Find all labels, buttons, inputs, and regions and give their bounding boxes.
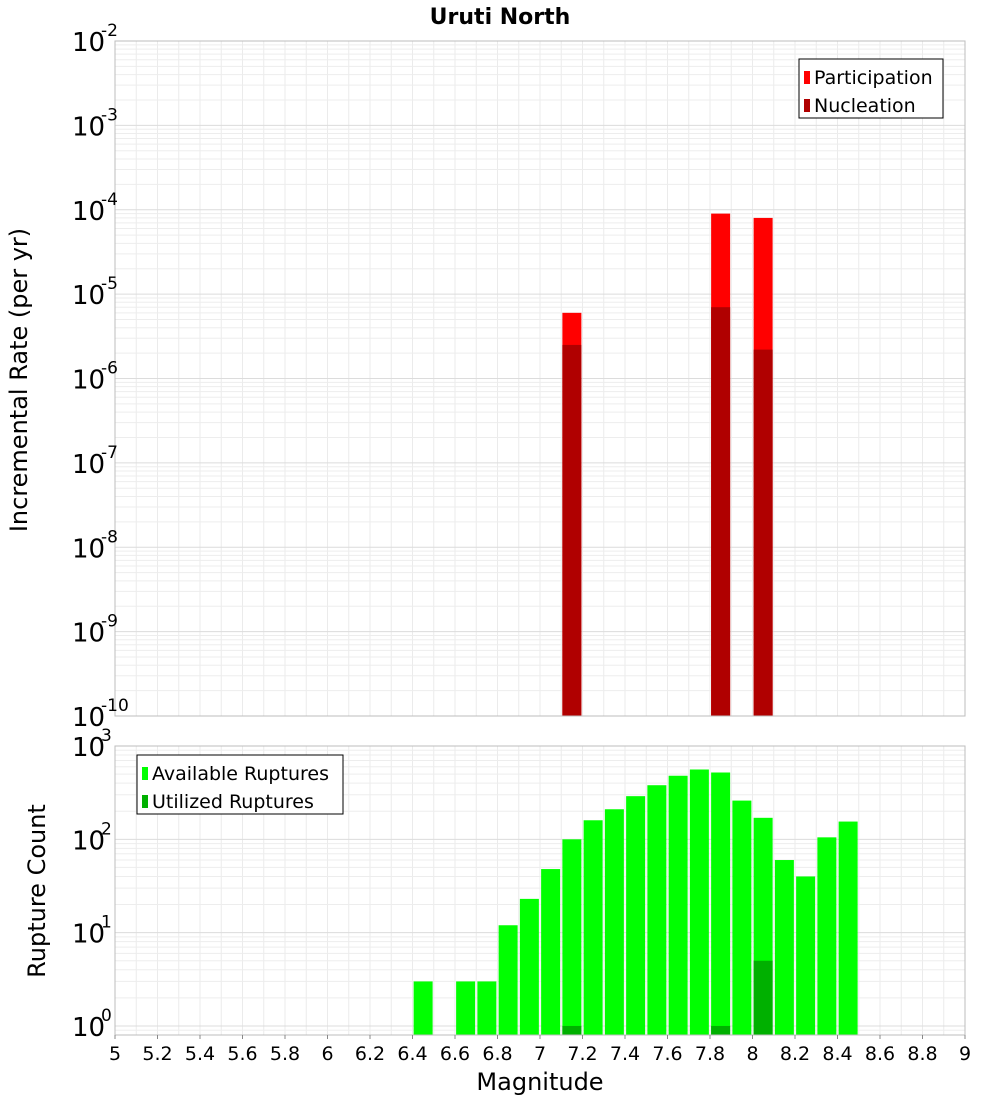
top-ytick-base: 10 <box>72 281 105 311</box>
top-ytick-exponent: -3 <box>101 105 118 125</box>
x-tick-label: 5.4 <box>185 1043 215 1065</box>
bottom-available-ruptures-bar <box>668 775 688 1035</box>
top-ytick-base: 10 <box>72 112 105 142</box>
x-tick-label: 6.8 <box>482 1043 512 1065</box>
bottom-available-ruptures-bar <box>498 925 518 1035</box>
top-y-axis-label: Incremental Rate (per yr) <box>5 228 33 532</box>
bottom-ytick-base: 10 <box>72 826 105 856</box>
bottom-available-ruptures-bar <box>689 769 709 1035</box>
top-ytick-exponent: -7 <box>101 443 118 463</box>
top-nucleation-bar <box>711 307 731 716</box>
bottom-ytick-exponent: 1 <box>101 913 112 933</box>
top-legend-swatch <box>804 99 810 112</box>
bottom-available-ruptures-bar <box>562 839 582 1035</box>
x-tick-label: 6 <box>321 1043 333 1065</box>
top-ytick-base: 10 <box>72 703 105 733</box>
top-ytick-base: 10 <box>72 197 105 227</box>
bottom-available-ruptures-bar <box>413 981 433 1035</box>
top-legend-label: Participation <box>814 67 933 89</box>
incremental-rate-panel: 10-1010-910-810-710-610-510-410-310-2Par… <box>72 21 966 733</box>
bottom-available-ruptures-bar <box>541 869 561 1035</box>
bottom-ytick-base: 10 <box>72 1013 105 1043</box>
bottom-available-ruptures-bar <box>583 820 603 1035</box>
top-ytick-base: 10 <box>72 450 105 480</box>
x-tick-label: 8 <box>746 1043 758 1065</box>
bottom-ytick-exponent: 0 <box>101 1006 112 1026</box>
chart-title: Uruti North <box>430 5 571 30</box>
bottom-available-ruptures-bar <box>796 876 816 1035</box>
top-plot-frame <box>114 40 966 717</box>
x-tick-label: 8.8 <box>907 1043 937 1065</box>
bottom-utilized-ruptures-bar <box>562 1025 582 1035</box>
top-legend-box <box>798 58 944 119</box>
bottom-y-axis-label: Rupture Count <box>23 804 51 978</box>
bottom-legend-swatch <box>142 767 148 780</box>
bottom-available-ruptures-bar <box>519 898 539 1035</box>
x-tick-label: 5.8 <box>270 1043 300 1065</box>
x-axis-label: Magnitude <box>476 1068 603 1096</box>
x-tick-label: 8.4 <box>822 1043 852 1065</box>
top-nucleation-bar <box>753 349 773 716</box>
bottom-available-ruptures-bar <box>732 800 752 1035</box>
top-ytick-exponent: -10 <box>101 696 129 716</box>
top-nucleation-bar <box>562 344 582 716</box>
top-ytick-exponent: -8 <box>101 527 118 547</box>
x-tick-label: 7 <box>534 1043 546 1065</box>
top-ytick-base: 10 <box>72 619 105 649</box>
bottom-available-ruptures-bar <box>647 785 667 1035</box>
bottom-available-ruptures-bar <box>626 796 646 1035</box>
bottom-legend-label: Available Ruptures <box>152 763 329 785</box>
bottom-legend-swatch <box>142 795 148 808</box>
x-tick-label: 7.6 <box>652 1043 682 1065</box>
bottom-ytick-base: 10 <box>72 733 105 763</box>
top-ytick-exponent: -4 <box>101 190 118 210</box>
bottom-available-ruptures-bar <box>838 821 858 1035</box>
top-ytick-base: 10 <box>72 366 105 396</box>
bottom-ytick-base: 10 <box>72 920 105 950</box>
bottom-ytick-exponent: 3 <box>101 726 112 746</box>
top-ytick-exponent: -9 <box>101 612 118 632</box>
x-tick-label: 8.6 <box>865 1043 895 1065</box>
x-tick-label: 5 <box>109 1043 121 1065</box>
top-ytick-base: 10 <box>72 28 105 58</box>
x-tick-label: 6.6 <box>440 1043 470 1065</box>
bottom-utilized-ruptures-bar <box>711 1025 731 1035</box>
top-legend-label: Nucleation <box>814 95 916 117</box>
x-tick-label: 8.2 <box>780 1043 810 1065</box>
bottom-utilized-ruptures-bar <box>753 960 773 1035</box>
bottom-available-ruptures-bar <box>477 981 497 1035</box>
x-tick-label: 9 <box>959 1043 971 1065</box>
bottom-available-ruptures-bar <box>711 772 731 1035</box>
x-tick-label: 5.2 <box>142 1043 172 1065</box>
top-ytick-exponent: -5 <box>101 274 118 294</box>
bottom-ytick-exponent: 2 <box>101 819 112 839</box>
x-tick-label: 5.6 <box>227 1043 257 1065</box>
x-tick-label: 6.2 <box>355 1043 385 1065</box>
bottom-available-ruptures-bar <box>456 981 476 1035</box>
bottom-available-ruptures-bar <box>817 837 837 1035</box>
x-tick-label: 7.8 <box>695 1043 725 1065</box>
bottom-available-ruptures-bar <box>604 809 624 1035</box>
x-tick-label: 7.4 <box>610 1043 640 1065</box>
top-ytick-exponent: -6 <box>101 359 118 379</box>
x-tick-label: 6.4 <box>397 1043 427 1065</box>
top-ytick-base: 10 <box>72 534 105 564</box>
x-tick-label: 7.2 <box>567 1043 597 1065</box>
top-legend-swatch <box>804 71 810 84</box>
bottom-legend-box <box>136 754 344 815</box>
top-ytick-exponent: -2 <box>101 21 118 41</box>
bottom-available-ruptures-bar <box>774 860 794 1035</box>
bottom-legend-label: Utilized Ruptures <box>152 791 314 813</box>
